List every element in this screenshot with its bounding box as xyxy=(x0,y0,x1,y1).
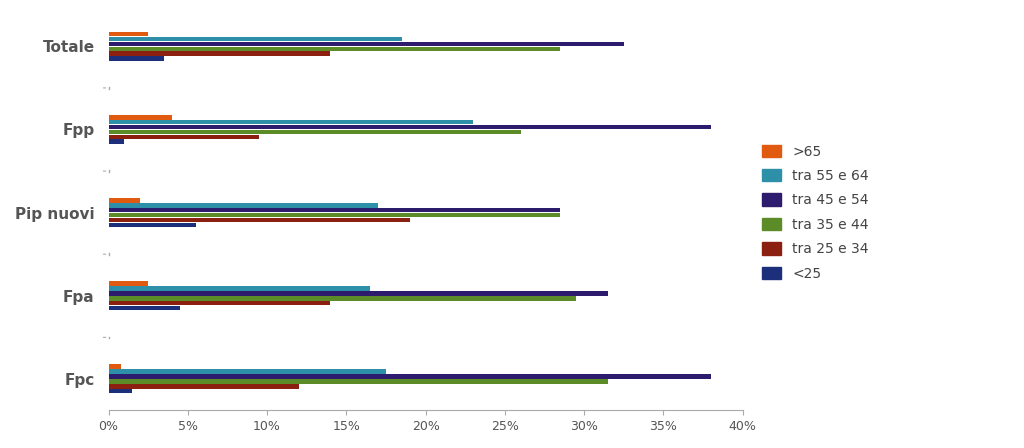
Bar xyxy=(109,56,164,61)
Bar xyxy=(109,32,148,36)
Bar xyxy=(109,208,560,212)
Bar xyxy=(109,213,560,217)
Bar xyxy=(109,115,172,120)
Bar xyxy=(109,384,299,388)
Bar xyxy=(109,296,577,301)
Bar xyxy=(109,139,124,144)
Bar xyxy=(109,369,386,374)
Bar xyxy=(109,203,378,207)
Bar xyxy=(109,374,711,379)
Bar xyxy=(109,364,121,369)
Bar xyxy=(109,306,180,310)
Bar xyxy=(109,37,401,41)
Bar xyxy=(109,301,331,306)
Bar xyxy=(109,125,711,129)
Bar xyxy=(109,291,608,296)
Bar xyxy=(109,129,521,134)
Bar xyxy=(109,198,140,202)
Bar xyxy=(109,47,560,51)
Bar xyxy=(109,286,370,291)
Bar xyxy=(109,120,473,125)
Bar xyxy=(109,134,259,139)
Bar xyxy=(109,389,132,393)
Bar xyxy=(109,281,148,286)
Bar xyxy=(109,42,624,46)
Bar xyxy=(109,218,410,222)
Bar xyxy=(109,52,331,56)
Legend: >65, tra 55 e 64, tra 45 e 54, tra 35 e 44, tra 25 e 34, <25: >65, tra 55 e 64, tra 45 e 54, tra 35 e … xyxy=(756,139,874,286)
Bar xyxy=(109,223,196,227)
Bar xyxy=(109,379,608,383)
